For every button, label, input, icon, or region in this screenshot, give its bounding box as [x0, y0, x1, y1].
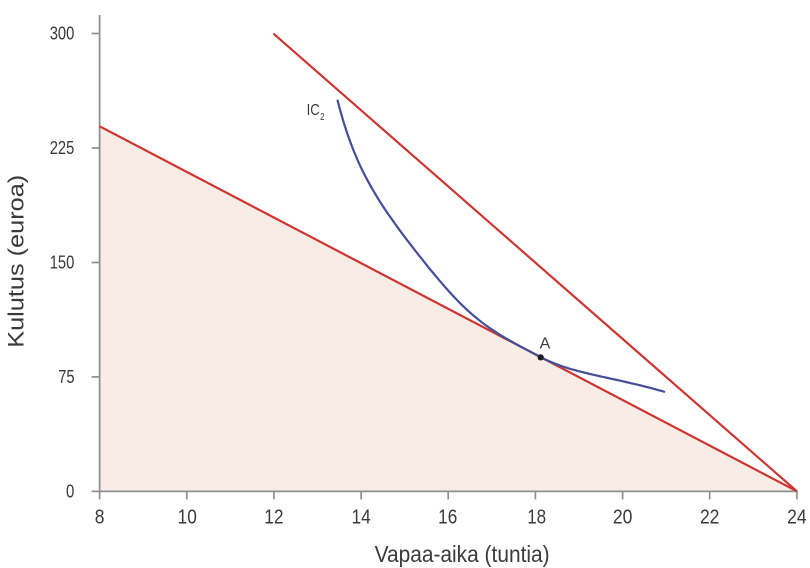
svg-text:18: 18 [527, 505, 546, 528]
svg-text:150: 150 [50, 252, 75, 273]
svg-text:225: 225 [50, 137, 75, 158]
svg-text:16: 16 [438, 505, 457, 528]
svg-text:10: 10 [178, 505, 197, 528]
svg-text:A: A [540, 335, 551, 352]
svg-text:22: 22 [700, 505, 720, 528]
svg-text:14: 14 [351, 505, 370, 528]
svg-text:8: 8 [95, 505, 105, 528]
svg-text:2: 2 [320, 111, 325, 123]
svg-text:24: 24 [787, 505, 807, 528]
svg-text:12: 12 [264, 505, 283, 528]
svg-text:75: 75 [58, 366, 74, 387]
svg-text:Kulutus (euroa): Kulutus (euroa) [4, 175, 29, 348]
svg-text:Vapaa-aika (tuntia): Vapaa-aika (tuntia) [375, 541, 550, 567]
svg-text:IC: IC [307, 102, 320, 119]
svg-text:20: 20 [613, 505, 633, 528]
svg-text:300: 300 [50, 23, 75, 44]
svg-text:0: 0 [66, 481, 74, 502]
